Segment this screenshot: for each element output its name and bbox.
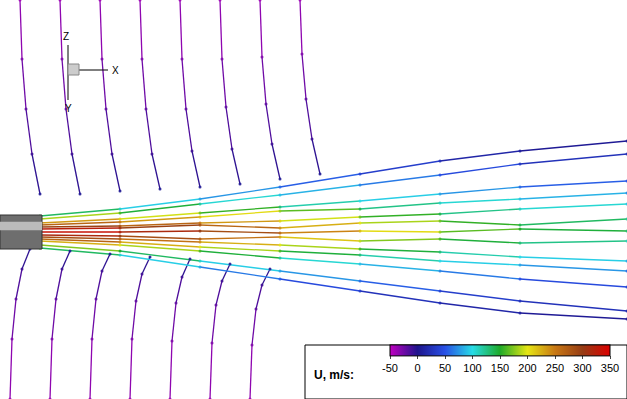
svg-text:200: 200 <box>518 362 536 374</box>
svg-text:X: X <box>112 65 119 76</box>
svg-text:150: 150 <box>491 362 509 374</box>
svg-text:Y: Y <box>65 103 72 114</box>
svg-text:350: 350 <box>601 362 619 374</box>
svg-text:0: 0 <box>414 362 420 374</box>
svg-text:Z: Z <box>63 31 69 42</box>
svg-text:-50: -50 <box>382 362 398 374</box>
svg-text:100: 100 <box>463 362 481 374</box>
svg-text:50: 50 <box>439 362 451 374</box>
svg-text:300: 300 <box>573 362 591 374</box>
svg-text:250: 250 <box>546 362 564 374</box>
svg-text:U, m/s:: U, m/s: <box>314 368 354 382</box>
